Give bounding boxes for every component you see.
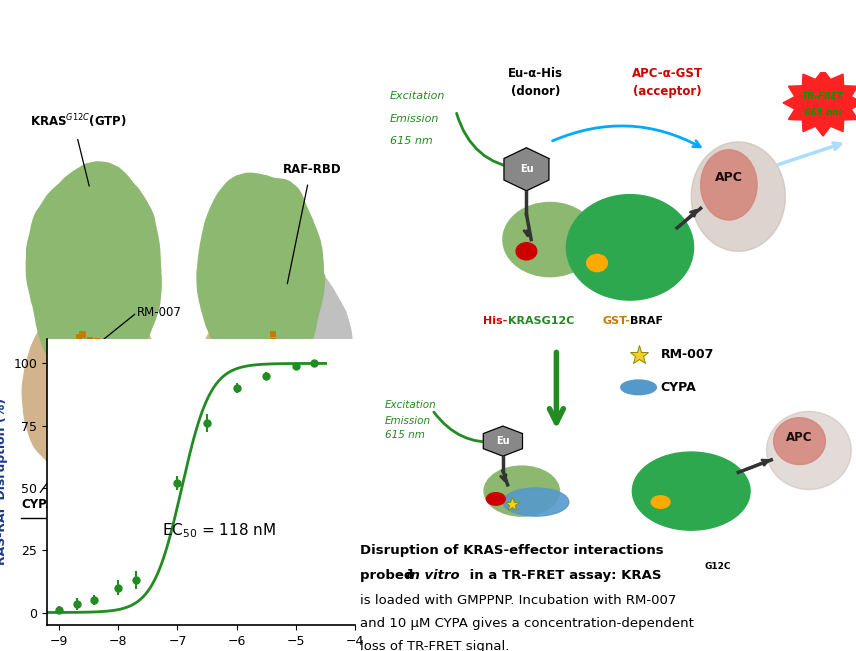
- Ellipse shape: [767, 411, 851, 490]
- Text: RAF-RBD: RAF-RBD: [282, 163, 341, 176]
- Text: Excitation: Excitation: [385, 400, 437, 410]
- Y-axis label: RAS-RAF Disruption (%): RAS-RAF Disruption (%): [0, 398, 8, 565]
- Text: probed: probed: [360, 569, 418, 582]
- Circle shape: [516, 243, 537, 260]
- Text: CYPA: CYPA: [21, 498, 55, 511]
- Text: is loaded with GMPPNP. Incubation with RM-007: is loaded with GMPPNP. Incubation with R…: [360, 594, 676, 607]
- Polygon shape: [504, 148, 549, 191]
- Text: Disruption of KRAS-effector interactions: Disruption of KRAS-effector interactions: [360, 544, 663, 557]
- Circle shape: [651, 496, 670, 508]
- Ellipse shape: [621, 380, 657, 395]
- Text: GST-: GST-: [602, 316, 630, 326]
- Text: 665 nm: 665 nm: [805, 108, 841, 117]
- Text: 615 nm: 615 nm: [389, 136, 432, 146]
- Text: Emission: Emission: [385, 416, 431, 426]
- Circle shape: [486, 493, 505, 505]
- Text: in a TR-FRET assay: KRAS: in a TR-FRET assay: KRAS: [466, 569, 662, 582]
- Ellipse shape: [502, 488, 568, 516]
- Text: loss of TR-FRET signal.: loss of TR-FRET signal.: [360, 641, 509, 651]
- Text: CYPA: CYPA: [661, 381, 697, 394]
- Polygon shape: [247, 267, 354, 451]
- Text: and 10 μM CYPA gives a concentration-dependent: and 10 μM CYPA gives a concentration-dep…: [360, 617, 693, 630]
- Text: His-: His-: [484, 316, 508, 326]
- Text: KRAS$^{G12C}$(GTP): KRAS$^{G12C}$(GTP): [30, 113, 127, 130]
- Text: in vitro: in vitro: [407, 569, 460, 582]
- Text: Eu: Eu: [520, 164, 533, 174]
- Text: Eu: Eu: [496, 436, 509, 446]
- Text: EC$_{50}$ = 118 nM: EC$_{50}$ = 118 nM: [162, 521, 276, 540]
- Polygon shape: [783, 70, 856, 136]
- Circle shape: [586, 255, 608, 271]
- Ellipse shape: [503, 202, 597, 277]
- Text: (donor): (donor): [511, 85, 561, 98]
- Polygon shape: [22, 292, 163, 486]
- Text: Emission: Emission: [389, 115, 439, 124]
- Text: RM-007: RM-007: [137, 306, 181, 319]
- Ellipse shape: [774, 418, 825, 465]
- Ellipse shape: [700, 150, 757, 220]
- Circle shape: [567, 195, 693, 300]
- Ellipse shape: [484, 466, 559, 516]
- Text: |RAF Interaction: |RAF Interaction: [430, 22, 671, 49]
- Text: 615 nm: 615 nm: [385, 430, 425, 440]
- Text: APC-α-GST: APC-α-GST: [633, 68, 703, 81]
- Text: G12C: G12C: [704, 562, 731, 571]
- Circle shape: [633, 452, 750, 530]
- Text: KRASG12C: KRASG12C: [508, 316, 574, 326]
- Text: RM-007: RM-007: [661, 348, 714, 361]
- Text: Excitation: Excitation: [389, 91, 445, 101]
- Text: BRAF: BRAF: [630, 316, 663, 326]
- Text: Eu-α-His: Eu-α-His: [508, 68, 563, 81]
- Text: APC: APC: [787, 432, 812, 445]
- Text: APC: APC: [715, 171, 743, 184]
- Polygon shape: [484, 426, 522, 456]
- Text: TR-FRET: TR-FRET: [802, 92, 844, 102]
- Polygon shape: [27, 162, 161, 383]
- Text: RM-007 Disrupts KRAS: RM-007 Disrupts KRAS: [92, 21, 428, 47]
- Ellipse shape: [691, 142, 786, 251]
- Polygon shape: [197, 173, 324, 374]
- Polygon shape: [197, 288, 317, 483]
- Text: G12C: G12C: [430, 12, 471, 26]
- Text: (acceptor): (acceptor): [633, 85, 702, 98]
